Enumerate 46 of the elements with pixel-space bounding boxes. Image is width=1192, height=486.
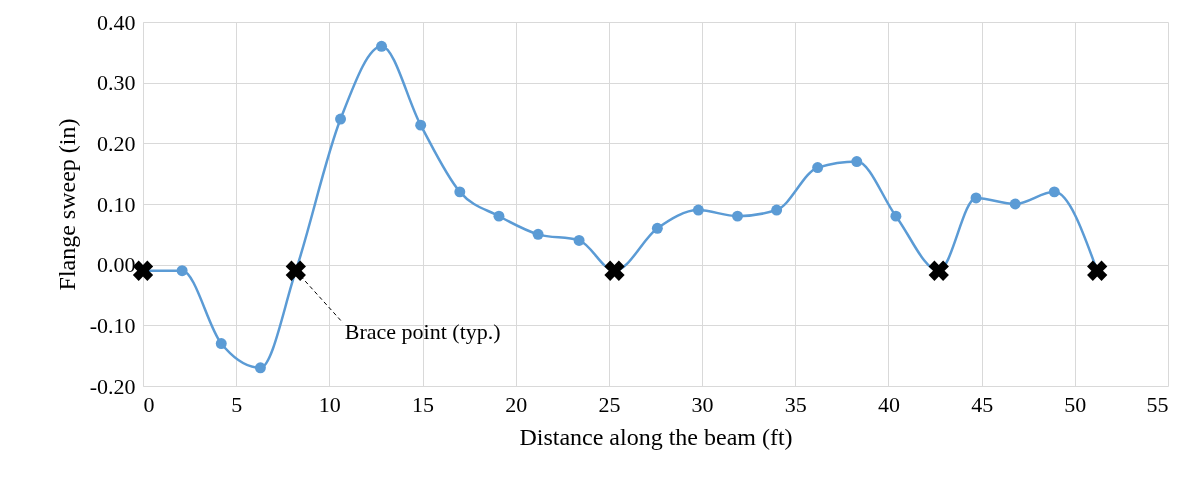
x-tick-label: 10 bbox=[318, 391, 341, 417]
annotation: Brace point (typ.) bbox=[344, 318, 501, 344]
point bbox=[415, 119, 427, 131]
point bbox=[254, 362, 266, 374]
x-tick-label: 30 bbox=[691, 391, 714, 417]
x-tick-label: 40 bbox=[877, 391, 900, 417]
point bbox=[573, 234, 585, 246]
point bbox=[732, 210, 743, 222]
y-tick-label: 0.30 bbox=[97, 70, 136, 96]
x-axis-title: Distance along the beam (ft) bbox=[519, 423, 793, 450]
point bbox=[928, 260, 949, 281]
y-tick-label: 0.20 bbox=[97, 130, 136, 156]
x-tick-label: 5 bbox=[231, 391, 243, 417]
x-tick-label: 50 bbox=[1064, 391, 1087, 417]
point bbox=[812, 162, 824, 174]
point bbox=[215, 338, 227, 349]
point bbox=[532, 228, 544, 240]
x-tick-label: 25 bbox=[598, 391, 621, 417]
y-tick-label: 0.00 bbox=[97, 252, 136, 278]
y-tick-label: -0.20 bbox=[89, 373, 136, 399]
point bbox=[285, 260, 306, 281]
point bbox=[1009, 198, 1021, 210]
point bbox=[851, 156, 863, 167]
point bbox=[335, 113, 347, 125]
point bbox=[176, 265, 188, 277]
y-axis-title: Flange sweep (in) bbox=[53, 118, 80, 291]
point bbox=[692, 204, 704, 216]
point bbox=[651, 222, 663, 234]
point bbox=[1087, 260, 1108, 281]
point bbox=[376, 40, 388, 52]
point bbox=[771, 204, 783, 216]
x-tick-label: 20 bbox=[505, 391, 528, 417]
y-tick-label: 0.40 bbox=[97, 9, 136, 35]
y-tick-label: -0.10 bbox=[89, 312, 136, 338]
point bbox=[1048, 186, 1060, 198]
point bbox=[604, 260, 625, 281]
x-tick-label: 45 bbox=[971, 391, 994, 417]
x-tick-label: 15 bbox=[412, 391, 435, 417]
point bbox=[890, 210, 902, 222]
x-tick-label: 35 bbox=[784, 391, 807, 417]
point bbox=[454, 186, 466, 198]
x-tick-label: 0 bbox=[143, 391, 155, 417]
point bbox=[493, 210, 505, 222]
point bbox=[970, 192, 982, 204]
x-tick-label: 55 bbox=[1146, 391, 1169, 417]
y-tick-label: 0.10 bbox=[97, 191, 136, 217]
